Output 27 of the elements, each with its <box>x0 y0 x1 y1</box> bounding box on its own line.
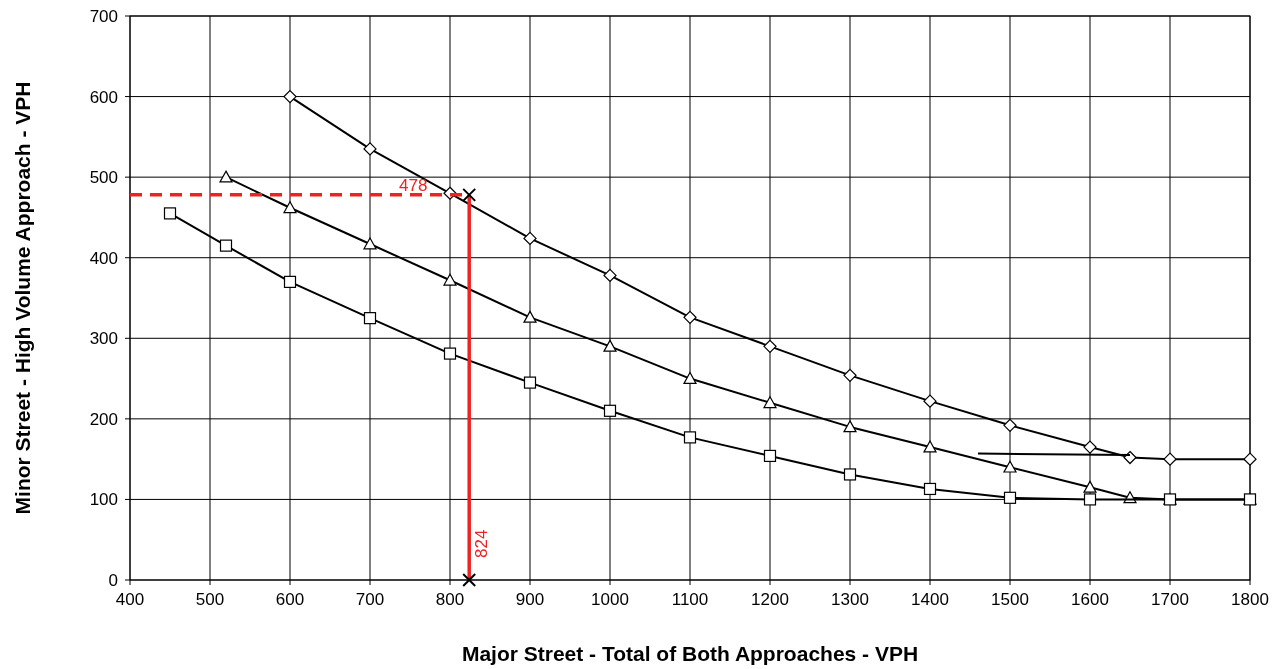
x-tick-label: 1800 <box>1231 590 1269 609</box>
y-tick-label: 600 <box>89 87 118 107</box>
y-tick-label: 0 <box>108 571 118 590</box>
x-tick-label: 1700 <box>1151 590 1189 609</box>
x-tick-label: 1300 <box>831 590 869 609</box>
x-tick-label: 1200 <box>751 590 789 609</box>
annotation: 478 <box>399 175 428 195</box>
x-tick-label: 1400 <box>911 590 949 609</box>
x-tick-label: 1100 <box>671 590 709 609</box>
y-tick-label: 700 <box>89 7 118 26</box>
x-tick-label: 900 <box>515 590 545 609</box>
annotation: 824 <box>472 529 492 558</box>
x-tick-label: 1500 <box>991 590 1029 609</box>
x-tick-label: 400 <box>115 590 145 609</box>
y-tick-label: 500 <box>89 168 118 188</box>
y-tick-label: 100 <box>89 490 118 510</box>
x-tick-label: 1000 <box>591 590 629 609</box>
y-tick-label: 400 <box>89 248 118 268</box>
y-tick-label: 200 <box>89 409 118 429</box>
x-tick-label: 1600 <box>1071 590 1109 609</box>
x-tick-label: 600 <box>275 590 305 609</box>
x-tick-label: 800 <box>435 590 465 609</box>
y-axis-title: Minor Street - High Volume Approach - VPH <box>11 81 34 515</box>
x-axis-title: Major Street - Total of Both Approaches - VPH <box>461 642 919 665</box>
x-tick-label: 700 <box>355 590 385 609</box>
x-tick-label: 500 <box>195 590 225 609</box>
y-tick-label: 300 <box>89 329 118 349</box>
